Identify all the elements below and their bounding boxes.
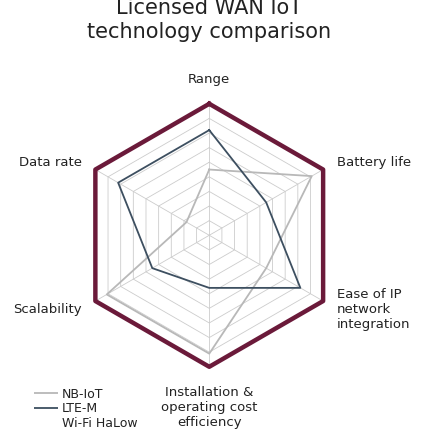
Text: Wi-Fi HaLow: Wi-Fi HaLow — [62, 415, 138, 429]
Text: Battery life: Battery life — [337, 156, 411, 169]
Text: Data rate: Data rate — [19, 156, 82, 169]
Text: Scalability: Scalability — [13, 303, 82, 316]
Text: Licensed WAN IoT
technology comparison: Licensed WAN IoT technology comparison — [87, 0, 331, 42]
Text: Installation &
operating cost
efficiency: Installation & operating cost efficiency — [161, 385, 257, 428]
Text: Ease of IP
network
integration: Ease of IP network integration — [337, 288, 410, 331]
Text: Range: Range — [188, 73, 230, 86]
Text: LTE-M: LTE-M — [62, 401, 98, 414]
Text: NB-IoT: NB-IoT — [62, 387, 103, 399]
